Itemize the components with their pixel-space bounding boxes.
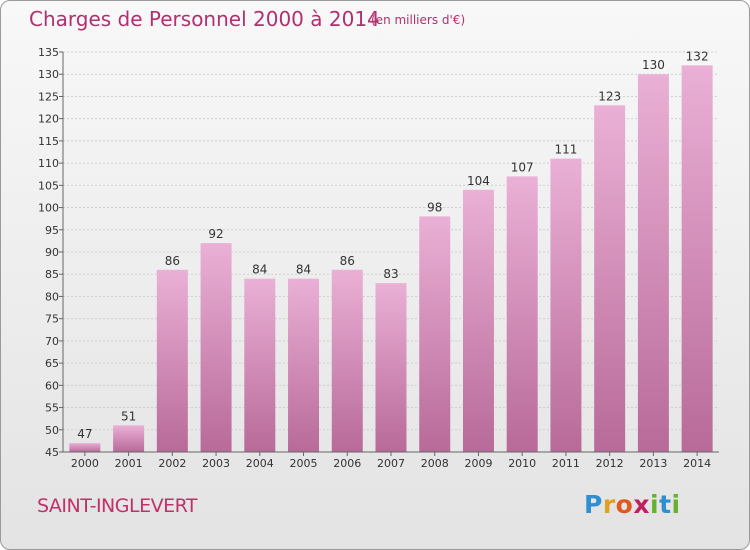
bar-value-label: 132: [686, 49, 709, 63]
y-tick-label: 50: [45, 424, 59, 437]
bar: [550, 158, 582, 452]
x-tick-label: 2008: [421, 457, 449, 470]
bar-value-label: 98: [427, 200, 442, 214]
y-tick-label: 60: [45, 379, 59, 392]
bar-value-label: 84: [252, 263, 267, 277]
x-tick-label: 2011: [552, 457, 580, 470]
y-tick-label: 55: [45, 402, 59, 415]
bar-value-label: 92: [208, 227, 223, 241]
bar-value-label: 83: [383, 267, 398, 281]
y-tick-label: 125: [38, 90, 59, 103]
bar: [681, 65, 713, 452]
y-tick-label: 90: [45, 246, 59, 259]
bar: [375, 283, 407, 452]
x-tick-label: 2006: [333, 457, 361, 470]
y-tick-label: 85: [45, 268, 59, 281]
axes: 45 50 55 60 65 70 75 80 85 90 95 100 105 110 115 120 125…: [38, 46, 719, 470]
bar: [331, 269, 363, 452]
x-tick-label: 2010: [508, 457, 536, 470]
x-tick-label: 2003: [202, 457, 230, 470]
bar: [156, 269, 188, 452]
y-tick-label: 105: [38, 179, 59, 192]
bar: [462, 189, 494, 452]
bar: [200, 243, 232, 452]
y-tick-label: 70: [45, 335, 59, 348]
x-tick-label: 2013: [639, 457, 667, 470]
y-tick-label: 95: [45, 224, 59, 237]
x-tick-label: 2014: [683, 457, 711, 470]
chart-title: Charges de Personnel 2000 à 2014: [29, 7, 380, 31]
proxiti-logo: Proxiti: [584, 490, 681, 519]
y-tick-label: 100: [38, 202, 59, 215]
bar-value-label: 84: [296, 263, 311, 277]
y-tick-label: 110: [38, 157, 59, 170]
bar-value-label: 107: [511, 160, 534, 174]
bar-value-label: 123: [598, 89, 621, 103]
y-tick-label: 115: [38, 135, 59, 148]
y-tick-label: 65: [45, 357, 59, 370]
bar-value-label: 51: [121, 409, 136, 423]
x-tick-label: 2012: [596, 457, 624, 470]
x-tick-label: 2001: [115, 457, 143, 470]
bar-value-label: 47: [77, 427, 92, 441]
bar: [637, 74, 669, 452]
y-tick-label: 135: [38, 46, 59, 59]
bar-value-label: 86: [165, 254, 180, 268]
y-tick-label: 120: [38, 113, 59, 126]
x-tick-label: 2000: [71, 457, 99, 470]
y-tick-label: 130: [38, 68, 59, 81]
bar-value-label: 104: [467, 174, 490, 188]
commune-name: SAINT-INGLEVERT: [37, 495, 198, 517]
bar: [419, 216, 451, 452]
x-tick-label: 2004: [246, 457, 274, 470]
bar: [594, 105, 626, 452]
bar-value-label: 130: [642, 58, 665, 72]
bar: [244, 278, 276, 452]
y-tick-label: 80: [45, 290, 59, 303]
x-tick-label: 2007: [377, 457, 405, 470]
bars: 47 51 86 92 84 84 86 83 98 104 107 111 123 130 132: [69, 49, 713, 452]
x-tick-label: 2005: [290, 457, 318, 470]
x-tick-label: 2002: [158, 457, 186, 470]
bar: [69, 443, 101, 452]
bar: [288, 278, 320, 452]
x-tick-label: 2009: [464, 457, 492, 470]
y-tick-label: 75: [45, 313, 59, 326]
bar: [506, 176, 538, 452]
bar: [113, 425, 145, 452]
chart-subtitle: (en milliers d'€): [371, 13, 466, 27]
bar-value-label: 86: [340, 254, 355, 268]
y-tick-label: 45: [45, 446, 59, 459]
bar-value-label: 111: [554, 143, 577, 157]
